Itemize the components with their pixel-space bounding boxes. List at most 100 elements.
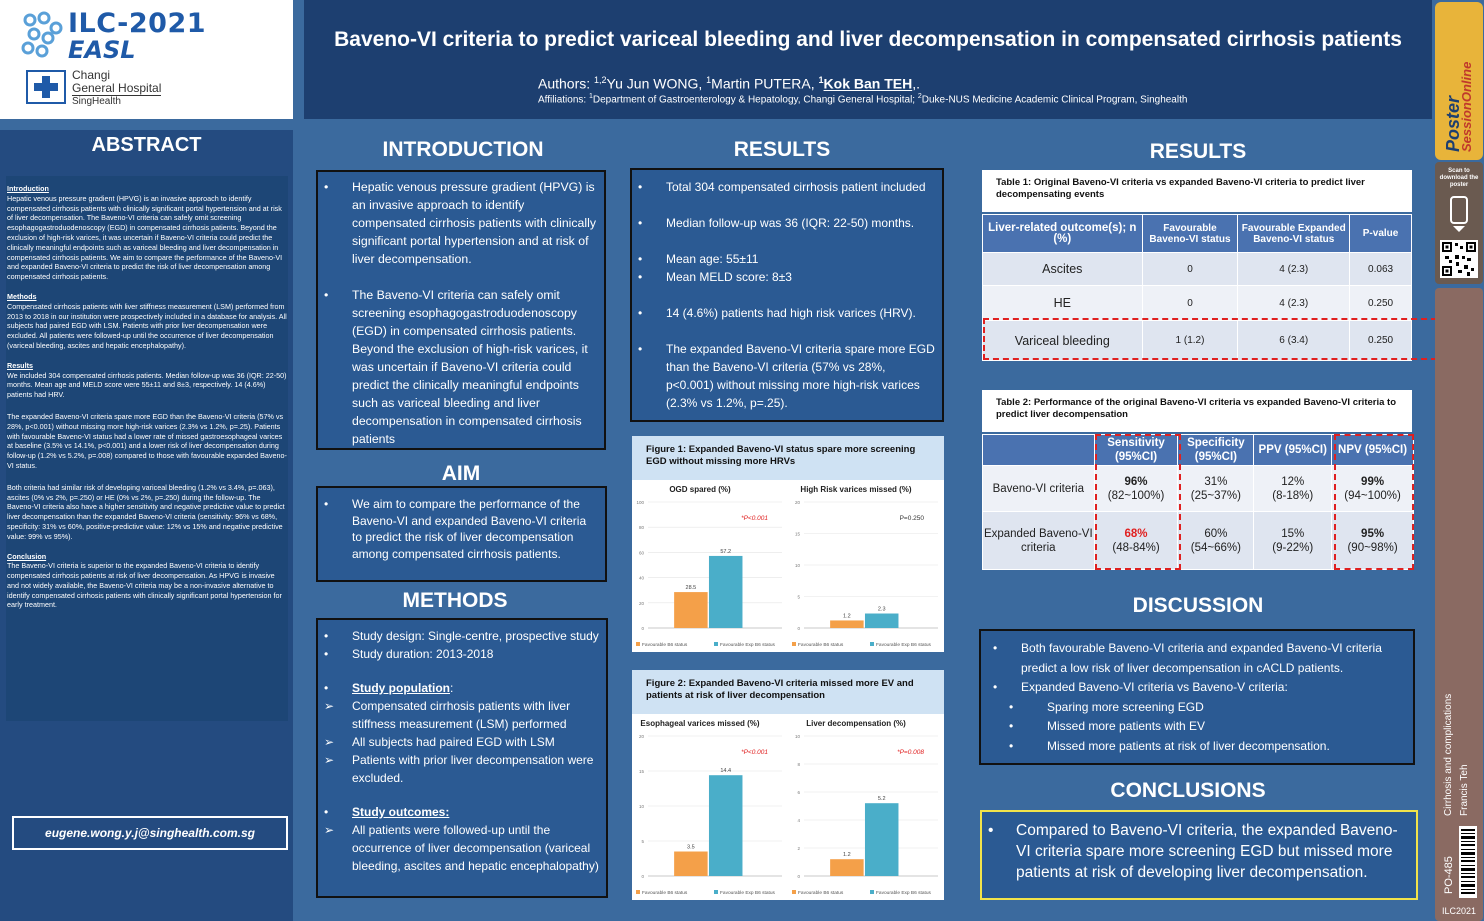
- abstract-title: ABSTRACT: [91, 134, 202, 156]
- contact-email[interactable]: eugene.wong.y.j@singhealth.com.sg: [12, 816, 288, 850]
- abstract-results-3: Both criteria had similar risk of develo…: [7, 482, 285, 541]
- results-right-title: RESULTS: [1149, 140, 1247, 163]
- results-mid-title: RESULTS: [733, 138, 831, 161]
- ilc-logo-icon: [21, 11, 63, 58]
- data-label: 1.2: [843, 613, 851, 619]
- abstract-conclusion: The Baveno-VI criteria is superior to th…: [7, 561, 282, 610]
- table2-header: PPV (95%CI): [1253, 434, 1333, 466]
- table2-cell: 99% (94~100%): [1331, 465, 1414, 512]
- qr-panel: Scan to download the poster: [1435, 162, 1483, 284]
- poster-title: Baveno-VI criteria to predict variceal b…: [334, 28, 1402, 51]
- results-bullet-5: • 14 (4.6%) patients had high risk varice…: [638, 306, 916, 320]
- bar: [830, 620, 864, 628]
- bar: [864, 613, 899, 628]
- table1-header: Favourable Baveno-VI status: [1141, 214, 1239, 253]
- methods-outcomes-heading: • Study outcomes:: [324, 805, 450, 819]
- legend-swatch: [792, 642, 796, 646]
- chart-annotation: *P<0.001: [741, 515, 768, 522]
- affiliations: Affiliations: 1Department of Gastroenter…: [538, 93, 1188, 106]
- chart-title: OGD spared (%): [669, 485, 731, 494]
- table1-cell: 0.250: [1349, 320, 1412, 361]
- legend-label: Favourable Exp B6 status: [720, 890, 776, 896]
- bar: [708, 555, 743, 628]
- chart-title: Liver decompensation (%): [806, 719, 906, 728]
- hospital-name-2: General Hospital: [72, 81, 162, 96]
- discussion-bullet-2: • Expanded Baveno-VI criteria vs Baveno-V…: [993, 680, 1288, 694]
- legend-label: Favourable B6 status: [642, 890, 688, 896]
- table2-cell: 68% (48-84%): [1093, 511, 1179, 570]
- legend-swatch: [870, 890, 874, 894]
- table2-highlight-npv: [1334, 434, 1414, 570]
- legend-swatch: [870, 642, 874, 646]
- y-tick-label: 0: [797, 874, 800, 879]
- methods-population-heading: • Study population:: [324, 681, 454, 695]
- y-tick-label: 60: [639, 550, 645, 555]
- hospital-name-3: SingHealth: [72, 96, 121, 107]
- aim-title: AIM: [441, 462, 481, 485]
- legend-label: Favourable Exp B6 status: [720, 642, 776, 648]
- methods-pop-3: ➢ Patients with prior liver decompensatio…: [324, 753, 594, 785]
- discussion-bullet-1: • Both favourable Baveno-VI criteria and …: [993, 641, 1382, 675]
- abstract-body: Introduction Hepatic venous pressure gra…: [6, 176, 288, 721]
- table1-cell: Ascites: [982, 252, 1143, 286]
- ilc-footer: ILC2021: [1441, 906, 1477, 916]
- table1-cell: 0: [1141, 285, 1239, 321]
- y-tick-label: 0: [641, 626, 644, 631]
- table1-cell: Variceal bleeding: [982, 320, 1143, 361]
- abstract-methods: Compensated cirrhosis patients with live…: [7, 301, 287, 350]
- discussion-sub-3: • Missed more patients at risk of liver d…: [1009, 738, 1330, 753]
- y-tick-label: 6: [797, 790, 800, 795]
- y-tick-label: 5: [797, 595, 800, 600]
- y-tick-label: 10: [795, 563, 801, 568]
- y-tick-label: 0: [797, 626, 800, 631]
- table1-cell: HE: [982, 285, 1143, 321]
- table1-header: Favourable Expanded Baveno-VI status: [1237, 214, 1351, 253]
- table1-cell: 0.063: [1349, 252, 1412, 286]
- table1-cell: 6 (3.4): [1237, 320, 1351, 361]
- table1-header: Liver-related outcome(s); n (%): [982, 214, 1143, 253]
- y-tick-label: 8: [797, 762, 800, 767]
- results-bullet-3: • Mean age: 55±11: [638, 252, 759, 266]
- y-tick-label: 5: [641, 839, 644, 844]
- legend-swatch: [714, 642, 718, 646]
- chart-title: High Risk varices missed (%): [800, 485, 911, 494]
- data-label: 57.2: [720, 549, 731, 555]
- figure1-caption: Figure 1: Expanded Baveno-VI status spar…: [632, 436, 944, 480]
- intro-bullet-2: • The Baveno-VI criteria can safely omit …: [324, 288, 588, 446]
- table2-cell: 31% (25~37%): [1177, 465, 1255, 512]
- ilc-title: ILC-2021: [68, 8, 207, 39]
- legend-swatch: [792, 890, 796, 894]
- table2-cell: 60% (54~66%): [1177, 511, 1255, 570]
- legend-label: Favourable Exp B6 status: [876, 890, 932, 896]
- table2-highlight-sensitivity: [1095, 434, 1181, 570]
- methods-duration: • Study duration: 2013-2018: [324, 647, 494, 661]
- table1-cell: 4 (2.3): [1237, 285, 1351, 321]
- table2-cell: Expanded Baveno-VI criteria: [982, 511, 1095, 570]
- y-tick-label: 2: [797, 846, 800, 851]
- y-tick-label: 20: [639, 601, 645, 606]
- y-tick-label: 20: [639, 734, 645, 739]
- figure1-chart: OGD spared (%) 0 20 40 60 80 100 28.5 57.2 *P<0.0…: [632, 480, 944, 652]
- results-bullet-2: • Median follow-up was 36 (IQR: 22-50) mo…: [638, 216, 915, 230]
- session-info-panel: Cirrhosis and complications Francis Teh …: [1435, 288, 1483, 921]
- methods-pop-1: ➢ Compensated cirrhosis patients with liv…: [324, 699, 571, 731]
- easl-title: EASL: [68, 36, 136, 64]
- data-label: 3.5: [687, 845, 695, 851]
- methods-outcome-1: ➢ All patients were followed-up until the…: [324, 823, 599, 873]
- discussion-sub-2: • Missed more patients with EV: [1009, 719, 1206, 733]
- qr-code-icon[interactable]: [1440, 240, 1478, 278]
- data-label: 28.5: [686, 585, 697, 591]
- table1-cell: 0.250: [1349, 285, 1412, 321]
- discussion-sub-1: • Sparing more screening EGD: [1009, 699, 1204, 714]
- legend-label: Favourable B6 status: [642, 642, 688, 648]
- table2-cell: 96% (82~100%): [1093, 465, 1179, 512]
- bar: [674, 592, 708, 628]
- y-tick-label: 0: [641, 874, 644, 879]
- chart-annotation: *P=0.008: [897, 749, 924, 756]
- aim-panel: • We aim to compare the performance of th…: [316, 486, 607, 582]
- conclusions-bullet: • Compared to Baveno-VI criteria, the exp…: [988, 822, 1398, 881]
- table2-cell: 12% (8-18%): [1253, 465, 1333, 512]
- legend-label: Favourable Exp B6 status: [876, 642, 932, 648]
- data-label: 5.2: [878, 796, 886, 802]
- figure2-caption: Figure 2: Expanded Baveno-VI criteria mi…: [632, 670, 944, 714]
